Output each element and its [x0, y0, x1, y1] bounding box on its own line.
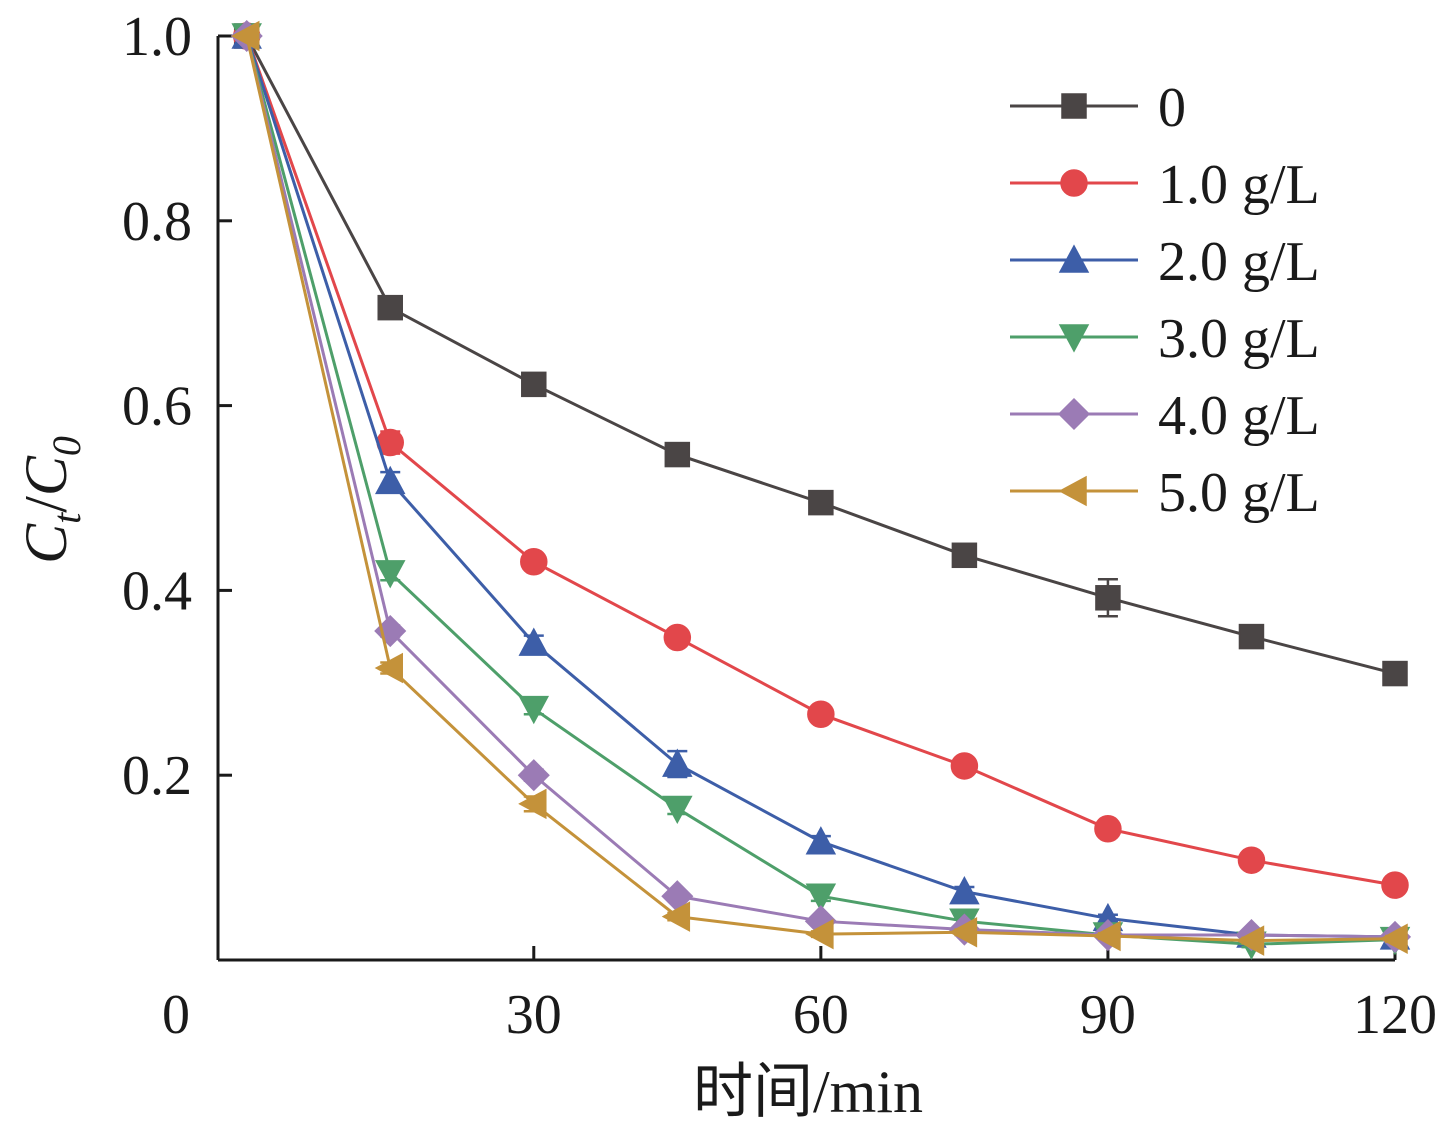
data-point: [520, 548, 548, 576]
data-point: [1379, 923, 1408, 955]
plot-area: [230, 19, 1412, 960]
data-point: [374, 652, 403, 684]
data-point: [662, 748, 693, 777]
data-point: [808, 489, 834, 516]
legend: 0 1.0 g/L 2.0 g/L 3.0 g/L 4.0 g/L 5.0 g/L: [1010, 77, 1320, 524]
x-tick-label: 90: [1080, 984, 1136, 1046]
legend-marker: [1061, 93, 1087, 119]
data-point: [1381, 871, 1409, 899]
legend-item: 3.0 g/L: [1010, 308, 1320, 370]
data-point: [662, 795, 693, 825]
data-point: [950, 752, 979, 780]
y-axis-title-sub-t: t: [44, 512, 89, 524]
x-tick-label: 120: [1353, 984, 1437, 1046]
legend-label: 2.0 g/L: [1158, 231, 1320, 293]
y-ticks: 0.2 0.4 0.6 0.8 1.0: [122, 6, 232, 807]
y-tick-label: 0.2: [122, 745, 192, 807]
x-axis-title: 时间/min: [693, 1059, 923, 1125]
legend-item: 5.0 g/L: [1010, 462, 1320, 524]
data-point: [1235, 925, 1265, 956]
series-1: [232, 22, 1409, 899]
legend-marker: [1058, 244, 1090, 273]
data-point: [374, 560, 406, 589]
data-point: [517, 759, 550, 792]
data-point: [377, 294, 403, 321]
legend-item: 1.0 g/L: [1010, 154, 1320, 216]
data-point: [1238, 623, 1265, 650]
data-point: [1382, 660, 1408, 687]
legend-marker: [1058, 475, 1087, 507]
data-point: [521, 371, 547, 398]
legend-label: 5.0 g/L: [1158, 462, 1320, 524]
y-tick-label: 0.8: [122, 191, 192, 253]
legend-marker: [1058, 324, 1090, 353]
data-point: [518, 788, 547, 820]
x-tick-label: 0: [162, 984, 190, 1046]
legend-item: 2.0 g/L: [1010, 231, 1320, 293]
data-point: [518, 627, 550, 656]
data-point: [951, 542, 978, 569]
y-tick-label: 0.4: [122, 560, 192, 622]
y-axis-title: Ct/C0: [13, 436, 89, 564]
data-point: [949, 876, 980, 905]
data-point: [518, 695, 550, 725]
data-point: [805, 883, 837, 912]
data-point: [663, 623, 692, 652]
y-axis-title-c2: C: [13, 455, 79, 496]
data-point: [1095, 585, 1121, 611]
y-tick-label: 0.6: [122, 376, 192, 438]
y-axis-title-sub-0: 0: [44, 436, 89, 456]
legend-label: 0: [1158, 77, 1186, 139]
data-point: [805, 918, 834, 950]
axes: [216, 36, 1395, 962]
legend-marker: [1060, 169, 1088, 197]
legend-label: 3.0 g/L: [1158, 308, 1320, 370]
data-point: [661, 901, 691, 932]
legend-item: 4.0 g/L: [1010, 385, 1320, 447]
legend-label: 1.0 g/L: [1158, 154, 1320, 216]
legend-item: 0: [1010, 77, 1186, 139]
data-point: [805, 826, 837, 855]
data-point: [1092, 920, 1121, 952]
x-tick-label: 30: [506, 984, 562, 1046]
y-axis-title-c: C: [13, 523, 79, 564]
x-tick-label: 60: [793, 984, 849, 1046]
legend-marker: [1057, 397, 1091, 431]
data-point: [948, 917, 978, 948]
data-point: [1237, 846, 1266, 874]
legend-label: 4.0 g/L: [1158, 385, 1320, 447]
data-point: [1094, 815, 1122, 843]
data-point: [664, 441, 691, 468]
data-point: [374, 465, 406, 495]
data-point: [807, 700, 835, 728]
series-5: [231, 20, 1408, 956]
data-point: [231, 20, 260, 52]
y-tick-label: 1.0: [122, 6, 192, 68]
y-axis-title-slash: /: [13, 496, 79, 513]
